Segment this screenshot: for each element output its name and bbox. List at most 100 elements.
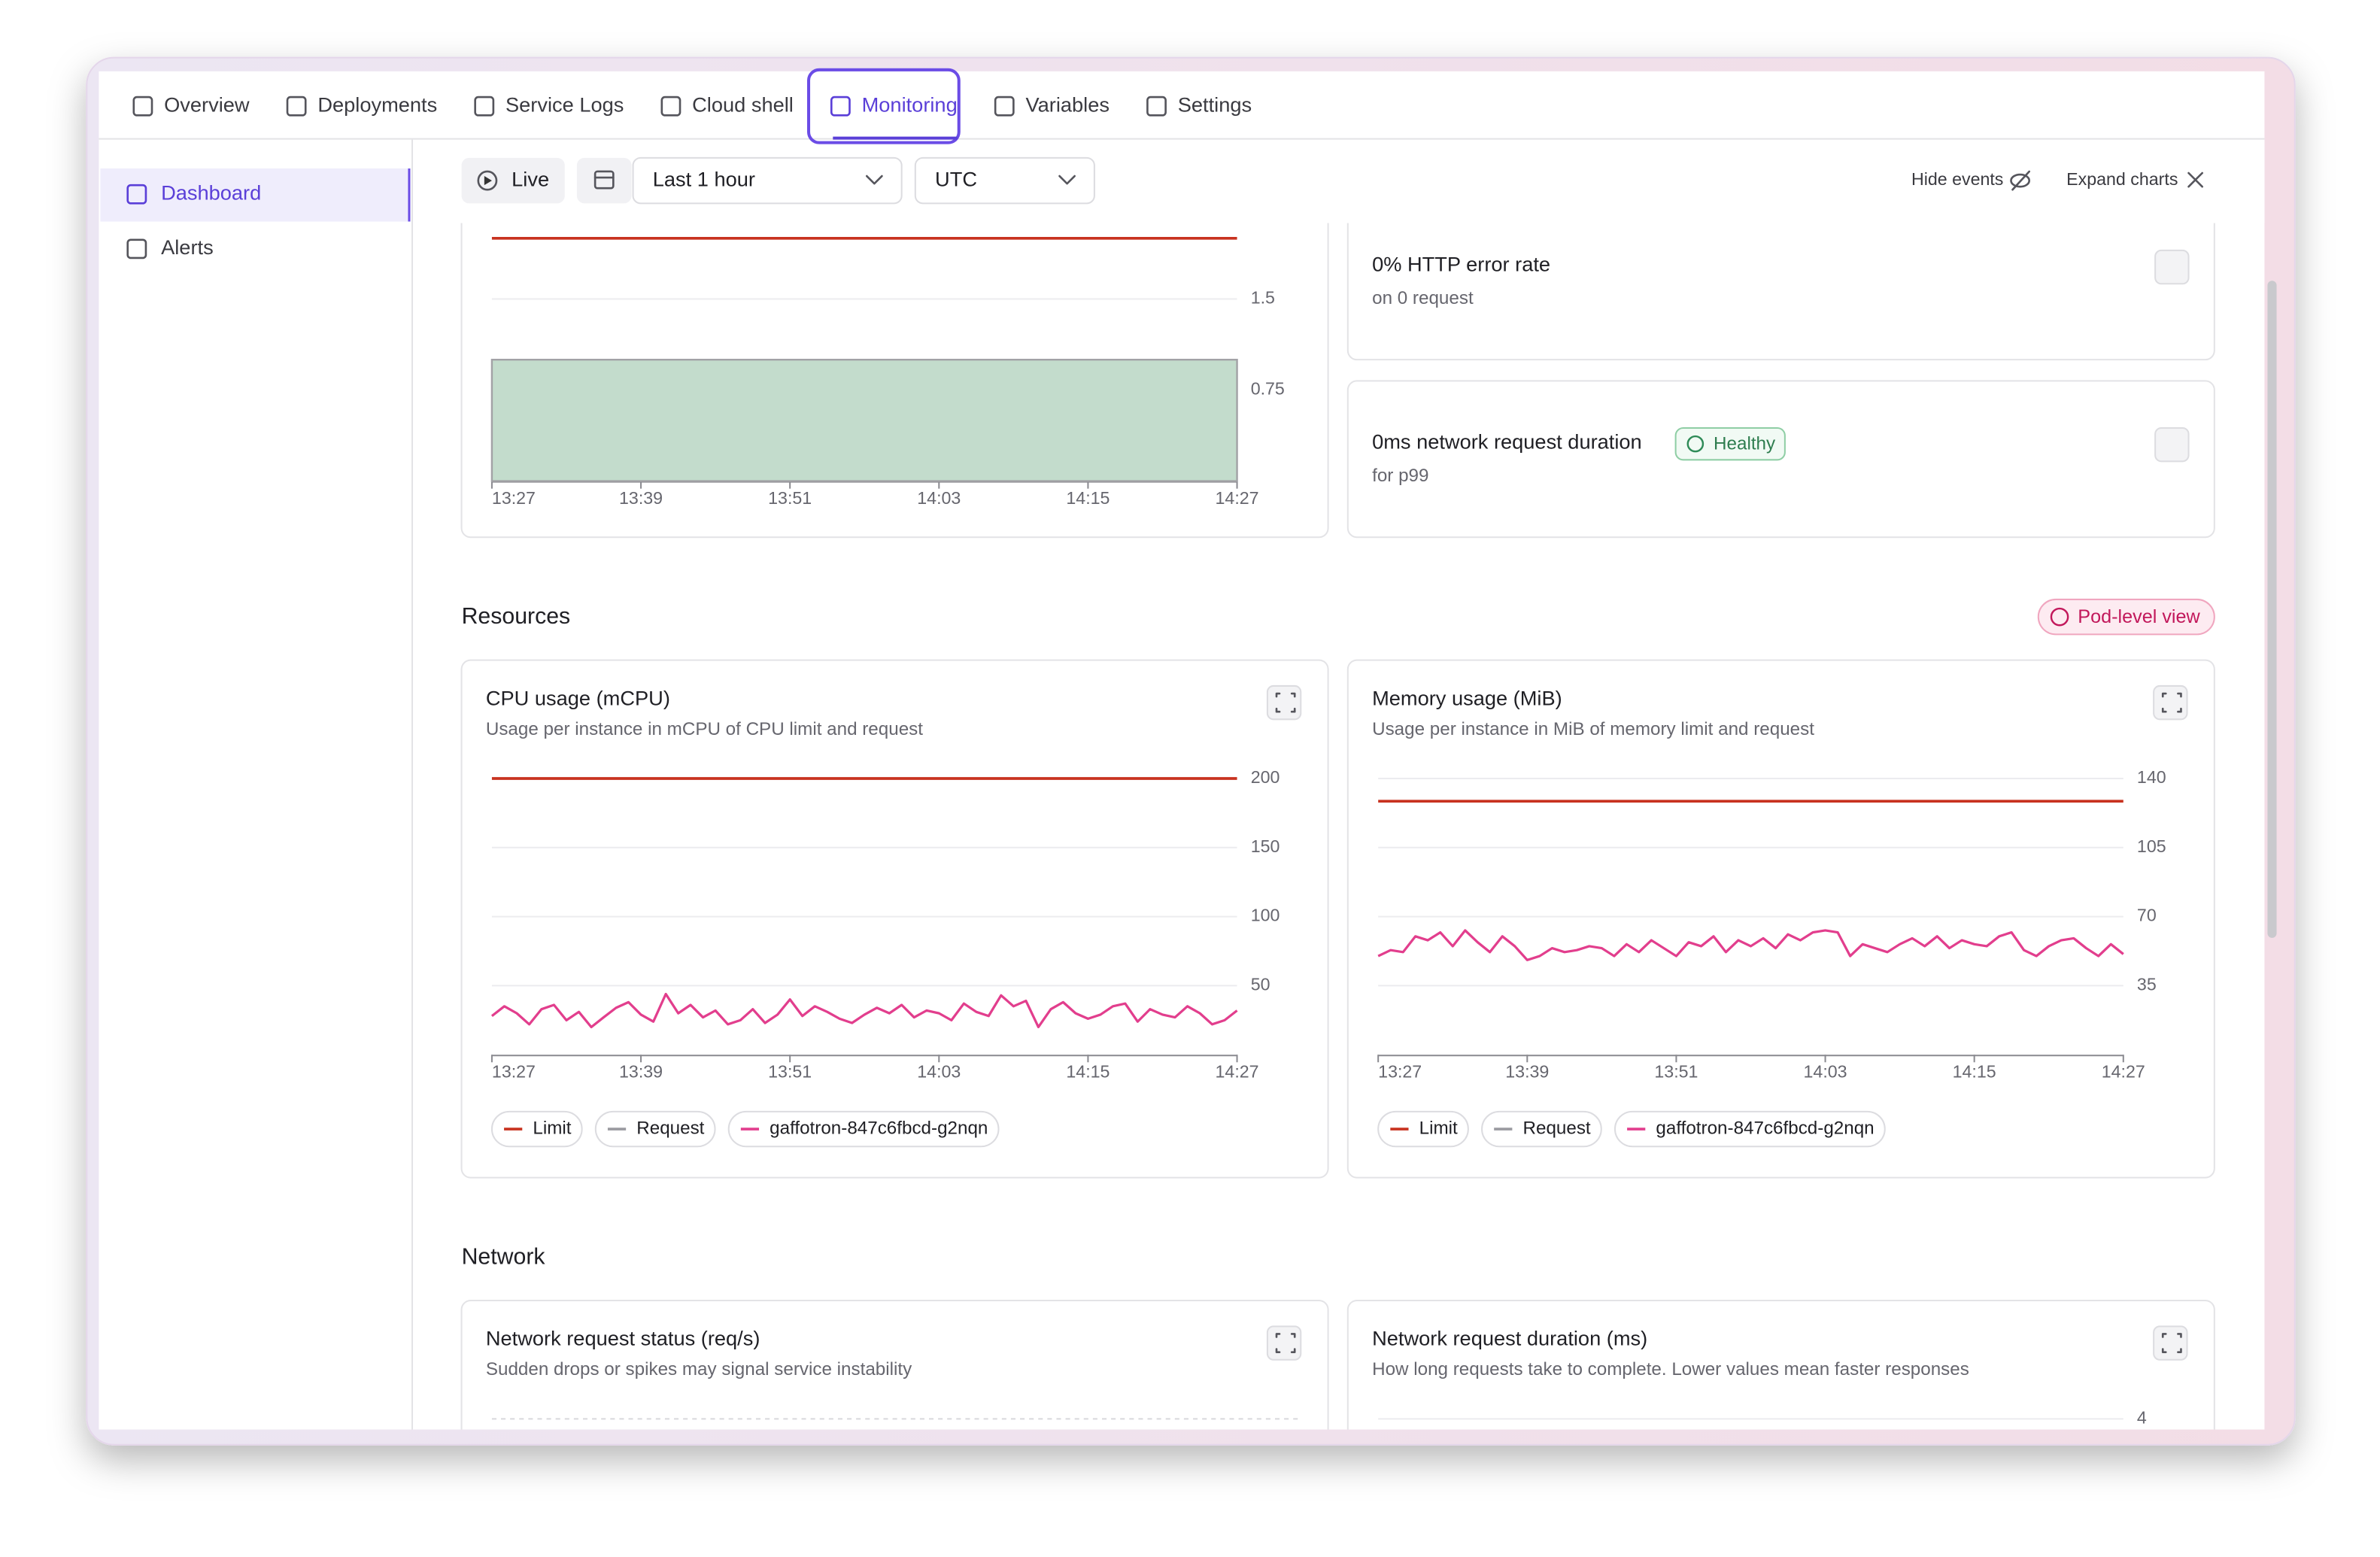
tab-icon bbox=[286, 96, 307, 117]
x-tick-label: 13:27 bbox=[492, 488, 536, 508]
sidebar-item[interactable]: Dashboard bbox=[161, 181, 261, 204]
chart-subtitle: How long requests take to complete. Lowe… bbox=[1372, 1359, 1969, 1379]
tab-icon bbox=[660, 96, 682, 117]
expand-charts[interactable]: Expand charts bbox=[2066, 169, 2178, 189]
timezone-label: UTC bbox=[935, 167, 977, 190]
tab[interactable]: Service Logs bbox=[505, 93, 624, 116]
y-tick-label: 200 bbox=[1251, 767, 1280, 787]
stat-subtitle: on 0 request bbox=[1372, 288, 1474, 308]
live-label: Live bbox=[512, 167, 549, 190]
badge-icon bbox=[1686, 435, 1705, 453]
y-tick-label: 1.5 bbox=[1251, 288, 1275, 308]
x-tick-label: 14:15 bbox=[1953, 1062, 1996, 1082]
expand-icon bbox=[1275, 1333, 1296, 1353]
sidebar-icon bbox=[126, 238, 147, 260]
tab-icon bbox=[994, 96, 1015, 117]
series-line bbox=[1377, 929, 2124, 961]
legend-item[interactable] bbox=[1481, 1110, 1602, 1148]
x-tick-label: 13:39 bbox=[619, 488, 663, 508]
x-tick-label: 13:27 bbox=[492, 1062, 536, 1082]
y-tick-label: 35 bbox=[2137, 975, 2157, 994]
legend-label: Limit bbox=[533, 1118, 571, 1138]
x-tick-label: 14:03 bbox=[917, 488, 961, 508]
x-tick-label: 13:39 bbox=[619, 1062, 663, 1082]
y-tick-label: 105 bbox=[2137, 836, 2166, 856]
stat-title: 0% HTTP error rate bbox=[1372, 252, 1550, 275]
x-tick-label: 14:15 bbox=[1066, 488, 1110, 508]
legend-label: Limit bbox=[1419, 1118, 1458, 1138]
expand-icon bbox=[1275, 692, 1296, 713]
x-tick-label: 14:15 bbox=[1066, 1062, 1110, 1082]
y-tick-label: 100 bbox=[1251, 906, 1280, 925]
legend-label: gaffotron-847c6fbcd-g2nqn bbox=[1656, 1118, 1874, 1138]
legend-item[interactable] bbox=[594, 1110, 716, 1148]
chart-card: Memory usage (MiB) Usage per instance in … bbox=[1346, 659, 2215, 1179]
badge-text: Healthy bbox=[1714, 434, 1776, 454]
y-tick-label: 50 bbox=[1251, 975, 1270, 994]
tab[interactable]: Variables bbox=[1026, 93, 1110, 116]
tab-icon bbox=[830, 96, 851, 117]
chart-title: Memory usage (MiB) bbox=[1372, 686, 1562, 709]
sidebar-item[interactable]: Alerts bbox=[161, 235, 214, 259]
live-button[interactable] bbox=[461, 157, 565, 204]
sidebar: Dashboard Alerts bbox=[100, 168, 411, 260]
x-tick-label: 14:03 bbox=[917, 1062, 961, 1082]
x-tick-label: 13:27 bbox=[1378, 1062, 1422, 1082]
expand-button[interactable] bbox=[1266, 1325, 1302, 1361]
tab[interactable]: Monitoring bbox=[862, 93, 958, 116]
x-tick-label: 13:39 bbox=[1505, 1062, 1549, 1082]
legend-item[interactable] bbox=[490, 1110, 583, 1148]
sidebar-icon bbox=[126, 184, 147, 205]
expand-button[interactable] bbox=[2154, 426, 2190, 463]
expand-button[interactable] bbox=[2153, 1325, 2188, 1361]
range-dropdown[interactable] bbox=[632, 156, 903, 205]
tab-icon bbox=[474, 96, 495, 117]
pod-level-badge[interactable] bbox=[2037, 598, 2215, 636]
stat-subtitle: for p99 bbox=[1372, 466, 1428, 486]
chart-subtitle: Usage per instance in mCPU of CPU limit … bbox=[486, 719, 923, 739]
tab-icon bbox=[132, 96, 153, 117]
card bbox=[1346, 1300, 2215, 1430]
tab[interactable]: Overview bbox=[164, 93, 250, 116]
x-tick-label: 14:27 bbox=[1216, 1062, 1259, 1082]
legend-item[interactable] bbox=[1613, 1110, 1886, 1148]
tabs: Overview Deployments Service Logs Cloud she… bbox=[132, 68, 1252, 144]
hide-events[interactable]: Hide events bbox=[1911, 169, 2003, 189]
healthy-badge bbox=[1674, 426, 1786, 461]
scrollbar-thumb[interactable] bbox=[2267, 281, 2277, 938]
chart-subtitle: Sudden drops or spikes may signal servic… bbox=[486, 1359, 912, 1379]
y-tick-label: 140 bbox=[2137, 767, 2166, 787]
timezone-dropdown[interactable] bbox=[914, 156, 1095, 205]
series-line bbox=[490, 992, 1238, 1029]
card bbox=[460, 659, 1329, 1179]
area bbox=[490, 358, 1238, 482]
x-tick-label: 14:03 bbox=[1804, 1062, 1847, 1082]
tab[interactable]: Deployments bbox=[317, 93, 437, 116]
expand-button[interactable] bbox=[2154, 249, 2190, 285]
badge-text: Pod-level view bbox=[2078, 606, 2200, 627]
chart-card: Network request status (req/s) Sudden dro… bbox=[460, 1300, 1329, 1430]
legend-item[interactable] bbox=[727, 1110, 1000, 1148]
tab[interactable]: Cloud shell bbox=[692, 93, 794, 116]
chart-subtitle: Usage per instance in MiB of memory limi… bbox=[1372, 719, 1814, 739]
legend-label: Request bbox=[1523, 1118, 1591, 1138]
expand-button[interactable] bbox=[1266, 684, 1302, 721]
chart-title: Network request status (req/s) bbox=[486, 1327, 760, 1350]
section-title: Resources bbox=[462, 604, 571, 629]
tab[interactable]: Settings bbox=[1178, 93, 1252, 116]
expand-icon bbox=[2161, 1333, 2182, 1353]
chart-title: Network request duration (ms) bbox=[1372, 1327, 1647, 1350]
legend-label: Request bbox=[636, 1118, 704, 1138]
chart-card: Network request duration (ms) How long re… bbox=[1346, 1300, 2215, 1430]
info-icon bbox=[2050, 607, 2069, 627]
chart-title: CPU usage (mCPU) bbox=[486, 686, 670, 709]
expand-button[interactable] bbox=[2153, 684, 2188, 721]
legend-item[interactable] bbox=[1377, 1110, 1469, 1148]
y-tick-label: 70 bbox=[2137, 906, 2157, 925]
calendar-button[interactable] bbox=[576, 157, 632, 204]
section-title: Network bbox=[462, 1245, 546, 1270]
sidebar-active bbox=[100, 168, 410, 222]
stat-title: 0ms network request duration bbox=[1372, 429, 1642, 453]
